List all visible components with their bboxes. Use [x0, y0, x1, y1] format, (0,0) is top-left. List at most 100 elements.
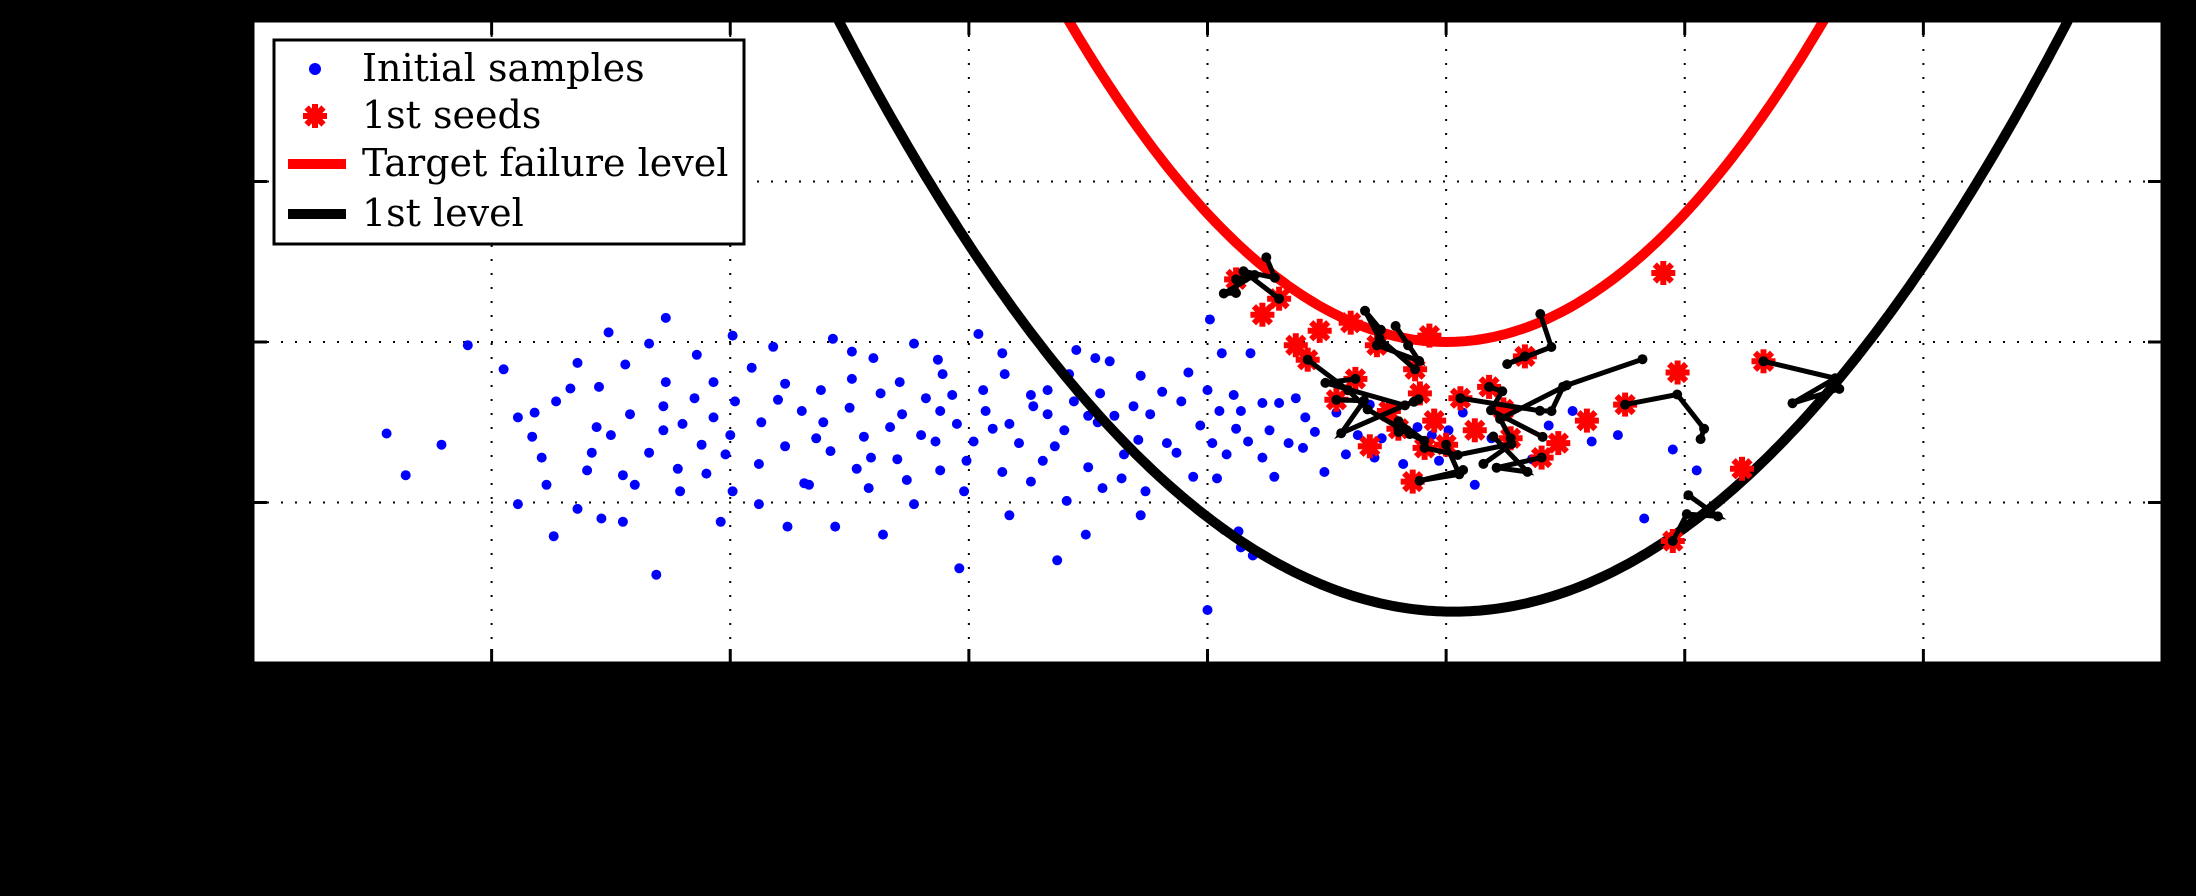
initial-sample-point [799, 478, 810, 489]
initial-sample-point [725, 430, 736, 441]
chain-point [1535, 309, 1546, 319]
chain-point [1495, 414, 1506, 424]
initial-sample-point [591, 422, 602, 433]
initial-sample-point [625, 409, 635, 420]
chain-path [1496, 356, 1644, 440]
initial-sample-point [675, 486, 686, 497]
chain-point [1488, 431, 1499, 442]
initial-sample-point [830, 521, 841, 532]
initial-sample-point [1298, 442, 1308, 453]
initial-sample-point [541, 479, 552, 490]
initial-sample-point [1104, 356, 1115, 367]
legend-initial-marker [309, 63, 321, 75]
initial-sample-point [827, 333, 838, 344]
chain-point [1269, 272, 1280, 283]
chain-point [1218, 288, 1229, 299]
chain-path [1362, 309, 1417, 372]
initial-sample-point [892, 454, 903, 465]
initial-sample-point [1245, 348, 1256, 359]
initial-sample-point [825, 446, 836, 457]
initial-sample-point [878, 529, 888, 540]
initial-sample-point [932, 354, 943, 365]
initial-sample-point [1109, 410, 1120, 421]
chain-point [1683, 490, 1694, 501]
mcmc-chains [1218, 252, 1845, 546]
initial-sample-point [1269, 471, 1280, 482]
chain-path [1424, 441, 1513, 466]
initial-sample-point [586, 447, 597, 458]
initial-sample-point [529, 407, 540, 418]
legend: Initial samples 1st seeds Target failure… [272, 38, 746, 246]
initial-sample-point [400, 470, 411, 481]
chain-point [1537, 431, 1548, 442]
initial-sample-point [815, 385, 826, 396]
initial-sample-point [1214, 406, 1225, 416]
initial-sample-point [1119, 449, 1129, 460]
initial-sample-point [968, 436, 979, 447]
chain-point [1452, 450, 1463, 460]
initial-sample-point [1639, 513, 1650, 524]
initial-sample-point [512, 499, 523, 510]
chain-point [1834, 383, 1845, 394]
initial-sample-point [999, 369, 1010, 380]
legend-target-label: Target failure level [362, 141, 728, 185]
chain-point [1403, 340, 1414, 351]
initial-sample-point [708, 377, 719, 388]
initial-sample-point [756, 417, 767, 428]
initial-sample-point [1691, 465, 1702, 476]
chain-point [1830, 373, 1841, 384]
initial-sample-point [536, 452, 547, 463]
chain-point [1695, 434, 1706, 445]
initial-sample-point [691, 349, 702, 360]
initial-sample-point [844, 402, 855, 413]
initial-sample-point [629, 479, 640, 490]
initial-sample-point [1204, 314, 1215, 325]
initial-sample-point [1042, 409, 1053, 420]
chain-point [1374, 333, 1385, 344]
initial-sample-point [1243, 436, 1254, 447]
initial-sample-point [1025, 390, 1036, 400]
initial-sample-point [1290, 393, 1301, 404]
chain-point [1502, 359, 1513, 370]
initial-sample-point [1157, 386, 1168, 397]
initial-sample-point [935, 406, 946, 416]
chain-point [1350, 373, 1361, 384]
plot-content [381, 21, 2074, 617]
initial-sample-point [381, 428, 392, 439]
initial-sample-point [1025, 476, 1036, 487]
chain-path [1419, 443, 1464, 484]
initial-sample-point [1257, 398, 1268, 408]
initial-sample-point [1412, 422, 1423, 433]
initial-sample-point [863, 483, 874, 494]
initial-sample-point [605, 430, 616, 441]
chain-point [1699, 423, 1710, 434]
chain-point [1393, 416, 1404, 427]
initial-sample-point [603, 327, 614, 338]
chain-path [1222, 272, 1256, 296]
initial-sample-point [1612, 430, 1623, 441]
initial-sample-point [1202, 385, 1213, 396]
initial-sample-point [720, 449, 731, 460]
seed-point [1463, 418, 1487, 442]
initial-sample-point [658, 425, 669, 436]
initial-sample-point [1231, 423, 1242, 434]
initial-sample-point [846, 346, 857, 357]
chain-point [1505, 433, 1516, 444]
chain-point [1667, 536, 1678, 546]
seed-point [1417, 324, 1441, 348]
initial-sample-point [1212, 473, 1222, 484]
initial-sample-point [954, 563, 965, 574]
initial-sample-point [572, 503, 583, 514]
initial-sample-point [617, 470, 628, 481]
initial-sample-point [548, 531, 559, 542]
chain-point [1486, 405, 1496, 416]
chain-point [1419, 435, 1430, 446]
initial-sample-point [565, 383, 576, 394]
initial-sample-point [1207, 438, 1218, 449]
initial-sample-point [1283, 438, 1294, 449]
chain-point [1672, 389, 1683, 400]
initial-sample-point [780, 378, 791, 389]
initial-sample-point [782, 521, 793, 532]
chain-point [1620, 399, 1631, 410]
